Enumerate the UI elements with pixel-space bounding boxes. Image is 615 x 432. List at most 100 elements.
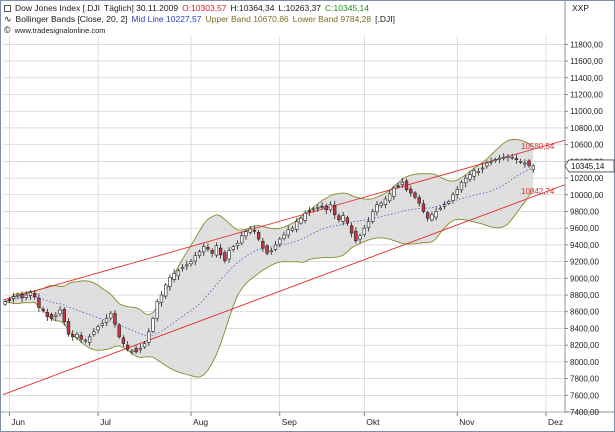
candle-body[interactable] (125, 344, 130, 350)
candle-body[interactable] (58, 309, 62, 315)
trend-line-lower[interactable] (0, 184, 567, 397)
candle-body[interactable] (371, 211, 375, 222)
candle-body[interactable] (206, 247, 210, 250)
candle-body[interactable] (299, 217, 303, 224)
candle-body[interactable] (307, 210, 312, 212)
candle-body[interactable] (7, 299, 12, 301)
candle-body[interactable] (506, 156, 510, 158)
candle-body[interactable] (354, 230, 358, 242)
candle-body[interactable] (417, 197, 421, 204)
candle-body[interactable] (113, 313, 117, 325)
candle-body[interactable] (328, 204, 333, 211)
trend-line-upper[interactable] (0, 139, 567, 302)
candle-body[interactable] (210, 250, 214, 254)
candle-body[interactable] (518, 161, 523, 163)
candle-body[interactable] (231, 246, 235, 250)
candle-body[interactable] (37, 297, 41, 308)
candle-body[interactable] (202, 246, 206, 253)
candle-body[interactable] (109, 313, 113, 319)
candle-body[interactable] (256, 232, 261, 240)
candle-body[interactable] (66, 321, 71, 335)
candle-body[interactable] (480, 167, 485, 170)
candle-body[interactable] (316, 206, 320, 209)
candle-body[interactable] (87, 336, 92, 343)
candle-body[interactable] (92, 331, 96, 335)
candle-body[interactable] (172, 272, 176, 280)
candle-body[interactable] (366, 221, 371, 228)
candle-body[interactable] (3, 301, 7, 305)
candle-body[interactable] (527, 160, 531, 166)
candle-body[interactable] (104, 318, 109, 323)
candle-body[interactable] (269, 250, 273, 253)
candle-body[interactable] (295, 221, 299, 230)
candle-body[interactable] (20, 294, 24, 298)
candle-body[interactable] (311, 208, 316, 211)
candle-body[interactable] (16, 294, 20, 297)
bollinger-lower-line[interactable] (5, 189, 534, 378)
candle-body[interactable] (514, 158, 519, 160)
candle-body[interactable] (358, 235, 362, 240)
candle-body[interactable] (493, 159, 497, 161)
candle-body[interactable] (252, 229, 257, 232)
candle-body[interactable] (180, 267, 185, 269)
candle-body[interactable] (320, 205, 324, 208)
candle-body[interactable] (303, 212, 307, 221)
candle-body[interactable] (396, 185, 400, 188)
candle-body[interactable] (387, 193, 392, 202)
candle-body[interactable] (392, 187, 396, 197)
bollinger-mid-line[interactable] (5, 167, 534, 337)
candle-body[interactable] (489, 161, 493, 163)
candle-body[interactable] (62, 309, 66, 323)
candle-body[interactable] (33, 293, 37, 297)
candle-body[interactable] (497, 157, 502, 160)
candle-body[interactable] (49, 314, 54, 319)
candle-body[interactable] (218, 247, 223, 256)
candle-body[interactable] (223, 252, 227, 262)
candle-body[interactable] (375, 204, 379, 213)
candle-body[interactable] (379, 202, 383, 206)
candle-body[interactable] (117, 324, 121, 338)
candle-body[interactable] (455, 189, 459, 195)
candle-body[interactable] (349, 225, 354, 234)
series-checkbox-icon[interactable] (4, 5, 11, 12)
candle-body[interactable] (273, 244, 278, 250)
candle-body[interactable] (164, 284, 168, 297)
candle-body[interactable] (235, 242, 240, 247)
candle-body[interactable] (485, 162, 489, 167)
candle-body[interactable] (383, 198, 388, 205)
candle-body[interactable] (138, 348, 143, 351)
candle-body[interactable] (333, 204, 337, 216)
candle-body[interactable] (155, 301, 159, 319)
candle-body[interactable] (290, 227, 295, 231)
candle-body[interactable] (400, 181, 404, 185)
candle-body[interactable] (442, 204, 447, 207)
candle-body[interactable] (413, 192, 417, 198)
candle-body[interactable] (54, 314, 58, 317)
candle-body[interactable] (11, 296, 16, 299)
candle-body[interactable] (130, 350, 134, 353)
candle-body[interactable] (282, 234, 286, 239)
candle-body[interactable] (168, 277, 172, 287)
candle-body[interactable] (468, 174, 472, 180)
candle-body[interactable] (96, 326, 100, 331)
candle-body[interactable] (197, 251, 202, 256)
candle-body[interactable] (409, 188, 413, 194)
bollinger-upper-line[interactable] (4, 139, 534, 316)
candle-body[interactable] (189, 261, 193, 265)
candle-body[interactable] (421, 203, 426, 212)
candle-body[interactable] (464, 177, 468, 184)
candle-body[interactable] (459, 181, 464, 191)
candle-body[interactable] (134, 348, 138, 353)
candle-body[interactable] (531, 165, 535, 170)
candle-body[interactable] (510, 156, 514, 159)
candle-body[interactable] (142, 343, 147, 348)
candle-body[interactable] (341, 215, 345, 222)
candle-body[interactable] (337, 215, 341, 221)
candle-body[interactable] (45, 312, 50, 318)
candle-body[interactable] (79, 335, 83, 340)
candle-body[interactable] (447, 201, 451, 204)
candle-body[interactable] (430, 214, 434, 221)
candle-body[interactable] (100, 323, 104, 326)
candle-body[interactable] (24, 294, 28, 298)
candle-body[interactable] (214, 245, 219, 256)
